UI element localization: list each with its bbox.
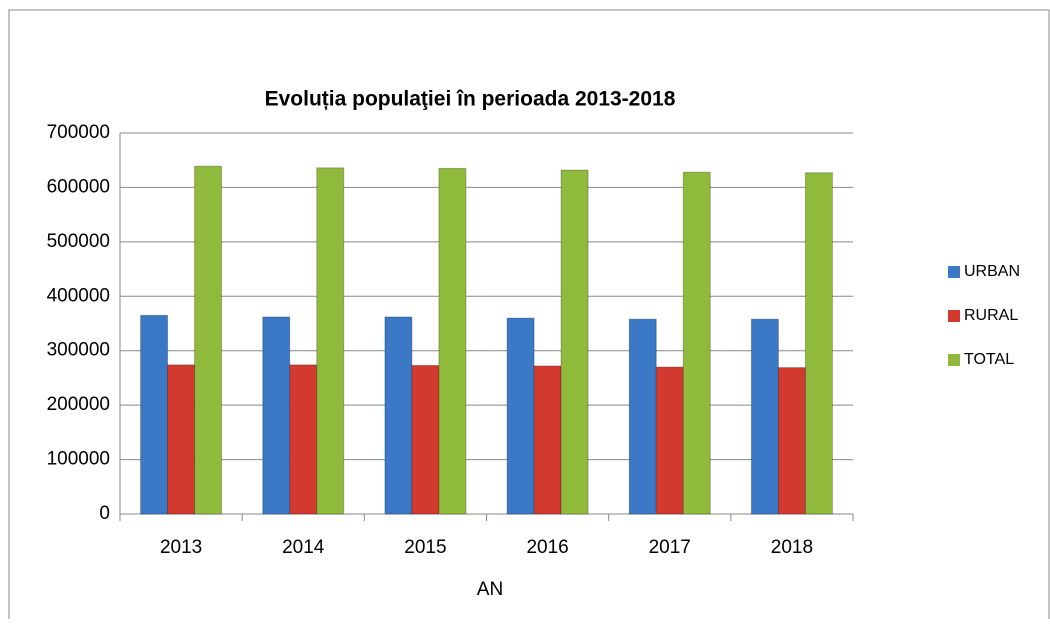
bar (140, 314, 169, 515)
bar (777, 367, 806, 515)
y-tick-label: 600000 (47, 176, 110, 197)
y-tick-label: 400000 (47, 285, 110, 306)
y-tick-label: 100000 (47, 449, 110, 470)
bar (628, 318, 657, 515)
bar (384, 316, 413, 515)
bar (194, 165, 223, 515)
y-tick-label: 300000 (47, 340, 110, 361)
legend-label: URBAN (964, 263, 1020, 280)
bar (655, 366, 684, 515)
x-tick-label: 2014 (282, 537, 325, 558)
legend-label: RURAL (964, 307, 1018, 324)
bar (262, 316, 291, 515)
bar (506, 317, 535, 515)
legend-swatch (948, 266, 960, 278)
bar (560, 169, 589, 515)
legend-label: TOTAL (964, 351, 1014, 368)
bar (167, 364, 196, 515)
y-tick-label: 0 (99, 503, 110, 524)
bar (289, 364, 318, 515)
y-tick-label: 700000 (47, 122, 110, 143)
x-tick-label: 2018 (771, 537, 813, 558)
bar (411, 364, 440, 515)
x-axis-label: AN (477, 579, 503, 600)
legend-swatch (948, 310, 960, 322)
x-tick-label: 2017 (649, 537, 691, 558)
bar (316, 167, 345, 515)
y-tick-label: 200000 (47, 394, 110, 415)
bar (438, 167, 467, 515)
bar (750, 318, 779, 515)
bar (682, 171, 711, 515)
x-tick-label: 2015 (404, 537, 446, 558)
chart-title: Evoluția populaţiei în perioada 2013-201… (265, 88, 676, 111)
x-tick-label: 2016 (526, 537, 568, 558)
y-tick-label: 500000 (47, 231, 110, 252)
x-tick-label: 2013 (160, 537, 202, 558)
bar (804, 172, 833, 515)
bar (533, 365, 562, 515)
legend-swatch (948, 354, 960, 366)
chart-border (8, 9, 1050, 624)
